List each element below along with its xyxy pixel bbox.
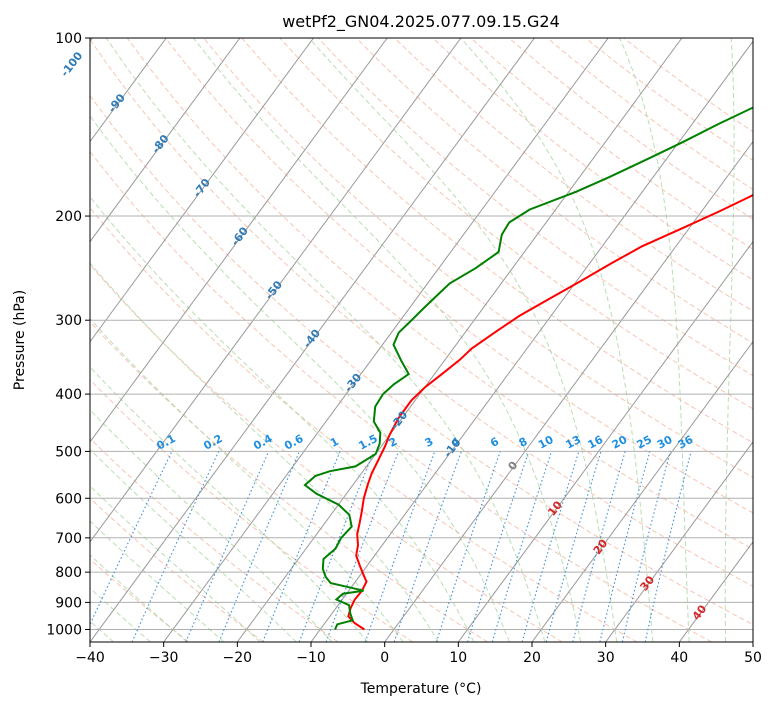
mixing-ratio-line	[263, 451, 340, 642]
isotherm-line	[16, 38, 461, 642]
dry-adiabat	[509, 38, 775, 642]
moist-adiabat	[762, 38, 775, 642]
x-tick-label: 10	[449, 650, 467, 666]
moist-adiabat	[0, 38, 224, 642]
mixing-ratio-line	[394, 451, 461, 642]
isotherm-line	[679, 38, 775, 642]
dry-adiabat	[0, 38, 562, 642]
moist-adiabat	[0, 38, 439, 642]
x-tick-label: 40	[670, 650, 688, 666]
mixing-ratio-label: 6	[488, 435, 501, 450]
dry-adiabat	[280, 38, 775, 642]
mixing-ratio-label: 25	[634, 433, 654, 452]
mixing-ratio-label: 10	[536, 433, 556, 452]
isotherm-line	[753, 38, 775, 642]
y-tick-label: 300	[55, 313, 82, 329]
dry-adiabat	[547, 38, 775, 642]
dry-adiabat	[0, 38, 264, 642]
y-tick-label: 100	[55, 31, 82, 47]
y-tick-label: 200	[55, 209, 82, 225]
dry-adiabat	[0, 38, 488, 642]
moist-adiabat	[0, 38, 296, 642]
chart-title: wetPf2_GN04.2025.077.09.15.G24	[282, 12, 560, 32]
x-tick-label: 30	[597, 650, 615, 666]
y-tick-label: 400	[55, 387, 82, 403]
y-tick-label: 1000	[46, 623, 82, 639]
mixing-ratio-line	[219, 451, 300, 642]
x-tick-label: −10	[296, 650, 326, 666]
x-axis-label: Temperature (°C)	[360, 681, 482, 697]
x-tick-label: −40	[75, 650, 105, 666]
dry-adiabat	[165, 38, 775, 642]
x-tick-label: 0	[380, 650, 389, 666]
mixing-ratio-line	[522, 451, 579, 642]
y-tick-label: 900	[55, 595, 82, 611]
mixing-ratio-line	[622, 451, 670, 642]
x-tick-label: 20	[523, 650, 541, 666]
mixing-ratio-line	[645, 451, 691, 642]
moist-adiabat	[39, 38, 510, 642]
isotherm-line	[0, 38, 240, 642]
profile-lines	[305, 38, 775, 630]
moist-adiabat	[0, 38, 187, 642]
mixing-ratio-label: 1.5	[356, 432, 379, 453]
isotherm-line	[532, 38, 775, 642]
plot-frame	[90, 38, 753, 642]
y-tick-label: 500	[55, 444, 82, 460]
mixing-ratio-label: 0.6	[282, 432, 306, 453]
mixing-ratio-label: 3	[423, 435, 436, 450]
mixing-ratio-label: 16	[586, 433, 606, 452]
mixing-ratio-line	[436, 451, 500, 642]
dry-adiabat	[624, 38, 775, 642]
x-tick-label: −20	[223, 650, 253, 666]
y-axis-label: Pressure (hPa)	[12, 290, 28, 390]
mixing-ratio-label: 30	[655, 433, 675, 452]
mixing-ratio-label: 0.1	[154, 432, 177, 453]
moist-adiabat	[620, 38, 690, 642]
mixing-ratio-label: 36	[676, 433, 696, 452]
moist-adiabat	[725, 38, 734, 642]
dry-adiabat	[242, 38, 775, 642]
y-tick-label: 700	[55, 531, 82, 547]
mixing-ratio-line	[186, 451, 269, 642]
y-tick-label: 800	[55, 565, 82, 581]
mixing-ratio-label: 1	[328, 435, 341, 450]
profile-line-2	[305, 38, 775, 630]
moist-adiabat	[309, 38, 617, 642]
moist-adiabat	[0, 38, 403, 642]
mixing-ratio-line	[468, 451, 529, 642]
moist-adiabat	[0, 38, 474, 642]
moist-adiabat	[461, 38, 653, 642]
isotherm-line	[0, 38, 387, 642]
mixing-ratio-line	[132, 451, 219, 642]
mixing-ratio-line	[365, 451, 435, 642]
moist-adiabat	[194, 38, 581, 642]
mixing-ratio-label: 0.4	[251, 432, 275, 453]
x-tick-label: −30	[149, 650, 179, 666]
isotherm-label: -100	[58, 49, 85, 79]
x-tick-label: 50	[744, 650, 762, 666]
y-tick-label: 600	[55, 491, 82, 507]
mixing-ratio-label: 13	[563, 433, 583, 452]
isotherm-line	[164, 38, 609, 642]
mixing-ratio-label: 2	[387, 435, 400, 450]
mixing-ratio-line	[492, 451, 551, 642]
dry-adiabat	[0, 38, 338, 642]
background-lines	[0, 38, 775, 642]
mixing-ratio-label: 20	[610, 433, 630, 452]
mixing-ratio-line	[82, 451, 172, 642]
